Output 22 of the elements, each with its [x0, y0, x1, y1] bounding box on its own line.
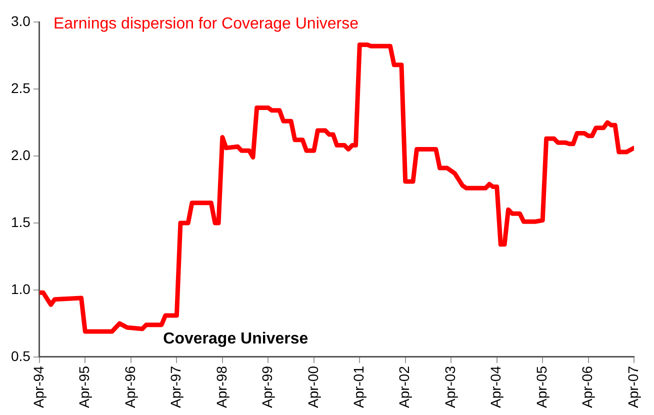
annotation: Coverage Universe — [163, 330, 308, 348]
series-label: Earnings dispersion for Coverage Universe — [53, 15, 359, 32]
x-tick-label: Apr-97 — [168, 366, 184, 408]
x-tick-label: Apr-98 — [213, 366, 230, 408]
y-tick-label: 1.0 — [10, 280, 31, 297]
x-tick-label: Apr-01 — [350, 366, 367, 408]
x-tick-label: Apr-00 — [304, 366, 321, 408]
y-tick-label: 3.0 — [10, 12, 31, 29]
x-tick-label: Apr-04 — [488, 366, 504, 408]
x-tick-label: Apr-05 — [533, 366, 550, 408]
x-tick-label: Apr-03 — [442, 366, 458, 408]
x-tick-label: Apr-94 — [30, 366, 46, 408]
x-tick-label: Apr-99 — [258, 366, 275, 408]
y-tick-label: 2.5 — [10, 80, 31, 96]
y-tick-label: 1.5 — [10, 214, 31, 230]
y-tick-label: 0.5 — [10, 348, 31, 364]
x-tick-label: Apr-07 — [624, 366, 641, 408]
x-tick-label: Apr-02 — [396, 366, 412, 408]
x-tick-label: Apr-95 — [76, 366, 92, 408]
x-tick-label: Apr-06 — [579, 366, 596, 408]
y-tick-label: 2.0 — [10, 146, 31, 163]
x-tick-label: Apr-96 — [122, 366, 138, 408]
